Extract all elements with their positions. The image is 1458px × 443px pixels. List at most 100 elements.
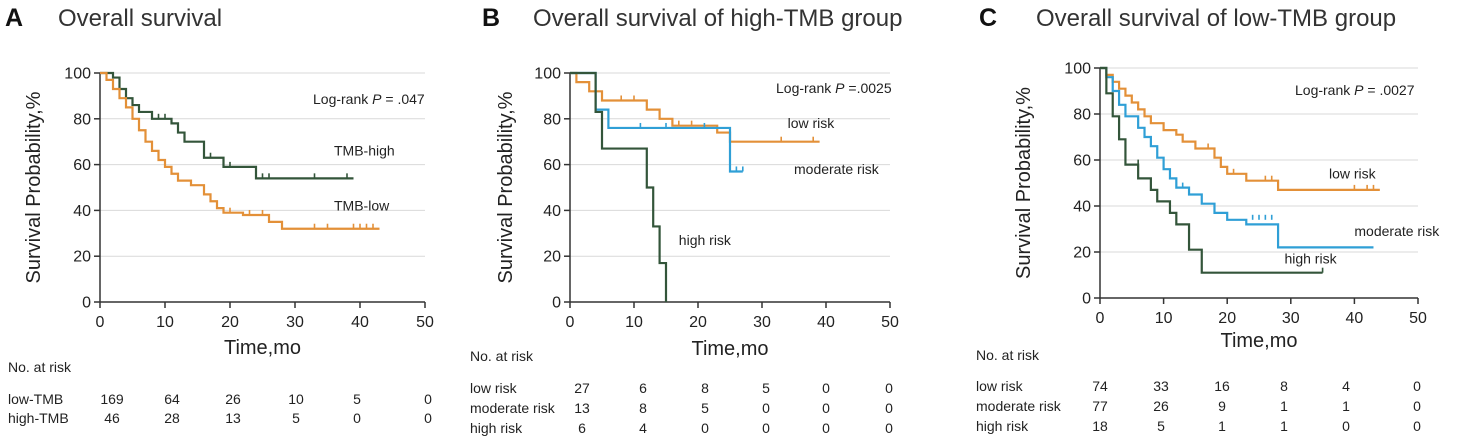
risk-row-label: moderate risk [470, 400, 556, 416]
x-tick-label: 10 [1155, 310, 1173, 327]
risk-row-label: high-TMB [8, 410, 69, 426]
y-tick-label: 60 [543, 157, 561, 174]
x-tick-label: 50 [416, 314, 434, 331]
risk-value: 0 [822, 420, 830, 436]
series-line-tmb-low [100, 71, 380, 230]
risk-value: 6 [578, 420, 586, 436]
risk-value: 0 [885, 420, 893, 436]
risk-value: 77 [1092, 398, 1108, 414]
y-tick-label: 0 [552, 295, 561, 312]
x-tick-label: 20 [221, 314, 239, 331]
x-tick-label: 20 [1218, 310, 1236, 327]
risk-value: 26 [225, 391, 241, 407]
logrank-p: P [372, 91, 382, 107]
risk-table-header: No. at risk [8, 359, 72, 375]
x-axis-label: Time,mo [224, 337, 301, 359]
y-tick-label: 0 [1082, 291, 1091, 308]
panel-letter: C [979, 4, 997, 32]
logrank-value: =.0025 [845, 80, 892, 96]
risk-value: 0 [822, 400, 830, 416]
risk-value: 0 [762, 400, 770, 416]
y-tick-label: 0 [82, 295, 91, 312]
risk-row-label: high risk [976, 418, 1029, 434]
y-tick-label: 100 [1064, 61, 1091, 78]
risk-value: 0 [885, 380, 893, 396]
y-tick-label: 20 [73, 249, 91, 266]
risk-value: 0 [762, 420, 770, 436]
risk-value: 0 [353, 410, 361, 426]
y-axis-label: Survival Probability,% [495, 91, 517, 283]
logrank-p: P [1354, 82, 1364, 98]
y-tick-label: 80 [73, 111, 91, 128]
risk-row-label: low-TMB [8, 391, 63, 407]
risk-value: 0 [885, 400, 893, 416]
logrank-value: = .047 [382, 91, 425, 107]
risk-value: 0 [1413, 378, 1421, 394]
risk-value: 13 [574, 400, 590, 416]
x-tick-label: 30 [286, 314, 304, 331]
risk-value: 5 [292, 410, 300, 426]
risk-value: 169 [100, 391, 124, 407]
x-tick-label: 50 [881, 314, 899, 331]
logrank-label: Log-rank [313, 91, 372, 107]
series-label: TMB-low [334, 197, 390, 213]
y-tick-label: 80 [1073, 107, 1091, 124]
logrank-label: Log-rank [1295, 82, 1354, 98]
y-axis-label: Survival Probability,% [1013, 87, 1035, 279]
y-tick-label: 40 [1073, 199, 1091, 216]
risk-row-label: high risk [470, 420, 523, 436]
series-label: low risk [1329, 165, 1377, 181]
panel-letter: A [5, 4, 23, 32]
x-axis-label: Time,mo [1220, 330, 1297, 352]
series-label: high risk [1284, 251, 1337, 267]
series-label: moderate risk [1354, 223, 1440, 239]
risk-value: 1 [1342, 398, 1350, 414]
chart-title: Overall survival of low-TMB group [1036, 5, 1396, 32]
x-tick-label: 0 [566, 314, 575, 331]
x-tick-label: 10 [625, 314, 643, 331]
risk-value: 0 [424, 410, 432, 426]
series-label: TMB-high [334, 142, 395, 158]
risk-value: 33 [1153, 378, 1169, 394]
series-line-low-risk [1100, 66, 1380, 191]
logrank-annotation: Log-rank P =.0025 [776, 80, 892, 96]
logrank-label: Log-rank [776, 80, 835, 96]
y-tick-label: 80 [543, 111, 561, 128]
risk-table-header: No. at risk [470, 348, 534, 364]
x-tick-label: 40 [817, 314, 835, 331]
series-line-high-risk [1100, 66, 1323, 274]
risk-value: 46 [104, 410, 120, 426]
y-tick-label: 40 [73, 203, 91, 220]
risk-value: 4 [1342, 378, 1350, 394]
risk-value: 16 [1214, 378, 1230, 394]
x-tick-label: 30 [1282, 310, 1300, 327]
x-tick-label: 40 [1346, 310, 1364, 327]
series-line-low-risk [570, 71, 820, 143]
risk-table-header: No. at risk [976, 347, 1040, 363]
risk-value: 13 [225, 410, 241, 426]
series-label: moderate risk [794, 161, 880, 177]
risk-value: 10 [288, 391, 304, 407]
risk-value: 1 [1218, 418, 1226, 434]
y-tick-label: 100 [64, 66, 91, 83]
risk-row-label: low risk [976, 378, 1024, 394]
risk-value: 1 [1280, 398, 1288, 414]
risk-value: 1 [1280, 418, 1288, 434]
risk-value: 0 [1342, 418, 1350, 434]
panel-letter: B [482, 4, 500, 32]
risk-value: 0 [1413, 418, 1421, 434]
logrank-value: = .0027 [1364, 82, 1415, 98]
y-tick-label: 20 [1073, 245, 1091, 262]
y-tick-label: 60 [73, 157, 91, 174]
risk-value: 64 [164, 391, 180, 407]
x-axis-label: Time,mo [691, 338, 768, 360]
risk-value: 5 [1157, 418, 1165, 434]
logrank-annotation: Log-rank P = .0027 [1295, 82, 1415, 98]
risk-value: 5 [353, 391, 361, 407]
risk-value: 5 [701, 400, 709, 416]
risk-value: 4 [639, 420, 647, 436]
risk-value: 0 [1413, 398, 1421, 414]
risk-value: 26 [1153, 398, 1169, 414]
